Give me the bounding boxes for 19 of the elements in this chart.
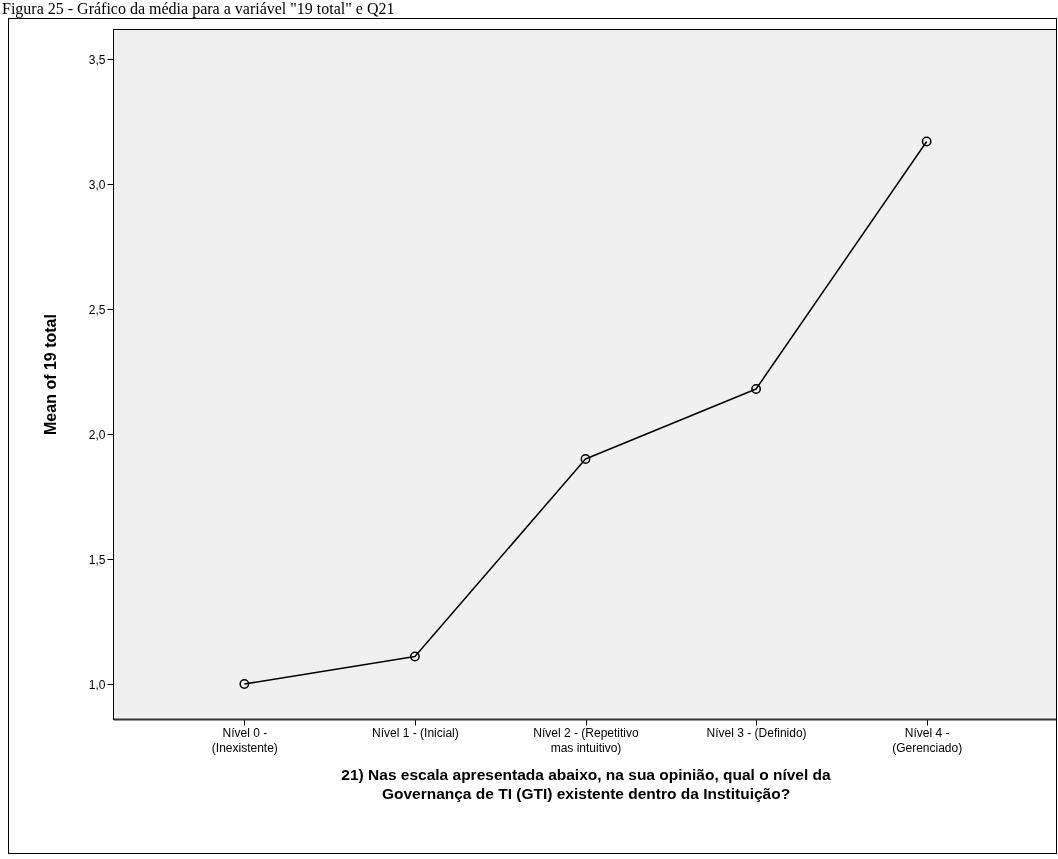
point bbox=[921, 136, 932, 147]
x-axis-title: 21) Nas escala apresentada abaixo, na sua opinião, qual o nível da Governança de TI (GTI) existente dentro da Instituição? bbox=[341, 765, 832, 802]
y-tick-label: 2,5 bbox=[88, 302, 106, 317]
y-tick-label: 2,0 bbox=[88, 427, 106, 442]
point bbox=[580, 454, 591, 464]
point bbox=[239, 679, 250, 689]
point bbox=[409, 651, 420, 662]
y-tick-label: 1,5 bbox=[88, 552, 106, 567]
y-tick-label: 3,0 bbox=[88, 177, 106, 192]
x-tick-label: Nível 2 - (Repetitivo mas intuitivo) bbox=[533, 725, 640, 755]
y-tick-label: 1,0 bbox=[88, 677, 106, 692]
point bbox=[751, 384, 762, 394]
x-tick-label: Nível 3 - (Definido) bbox=[706, 725, 807, 740]
y-tick-label: 3,5 bbox=[88, 52, 106, 67]
x-tick-label: Nível 1 - (Inicial) bbox=[372, 725, 459, 740]
y-axis-title: Mean of 19 total bbox=[41, 314, 59, 435]
x-tick-label: Nível 0 - (Inexistente) bbox=[211, 725, 278, 755]
chart-title: Figura 25 - Gráfico da média para a variável "19 total" e Q21 bbox=[1, 0, 396, 18]
x-tick-label: Nível 4 - (Gerenciado) bbox=[892, 725, 963, 755]
